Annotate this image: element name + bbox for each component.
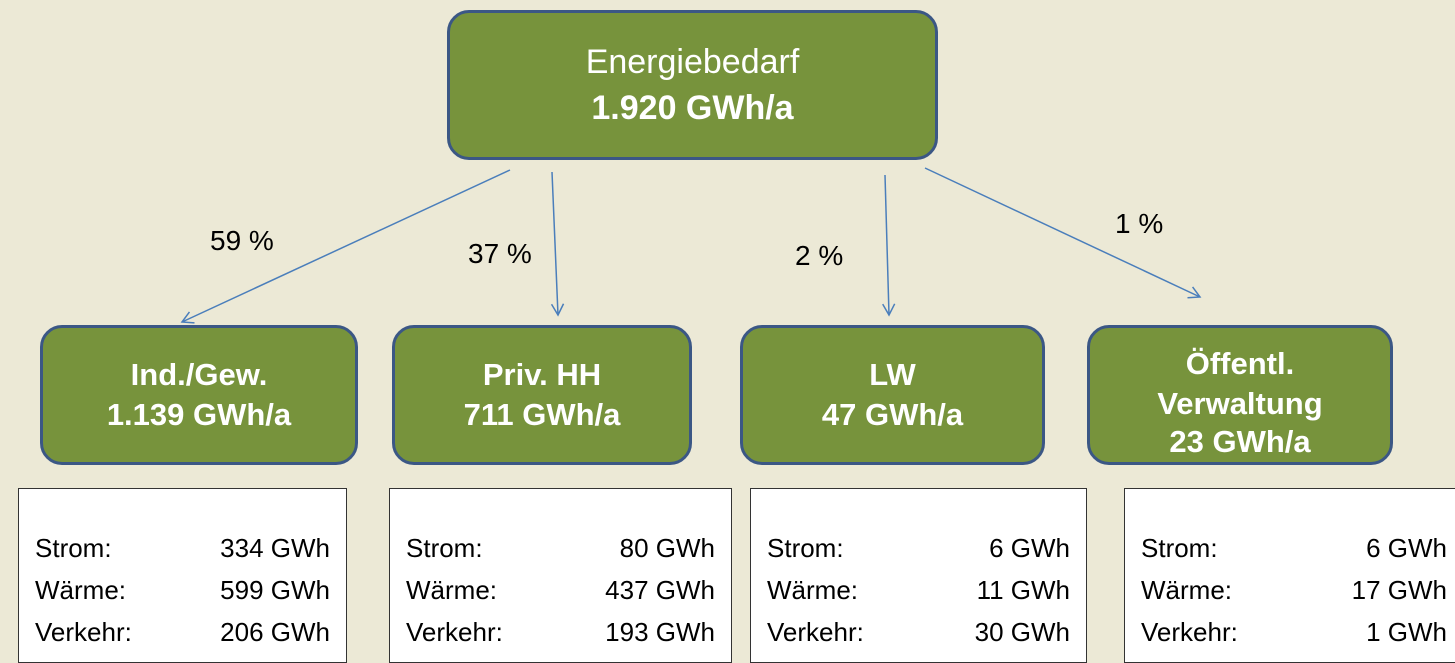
detail-label: Strom:: [767, 533, 844, 563]
root-label: Energiebedarf: [585, 43, 800, 81]
detail-label: Verkehr:: [1141, 617, 1238, 647]
detail-label: Wärme:: [406, 575, 497, 605]
detail-label: Strom:: [406, 533, 483, 563]
branch-name: LW: [869, 357, 916, 392]
detail-box: Strom: 6 GWh Wärme: 17 GWh Verkehr: 1 GWh: [1124, 488, 1455, 663]
arrow: [924, 167, 1202, 299]
detail-value: 17 GWh: [1351, 575, 1447, 605]
detail-row: Strom: 6 GWh: [767, 527, 1070, 569]
share-label: 2 %: [795, 240, 844, 271]
detail-label: Verkehr:: [406, 617, 503, 647]
branch-node: Ind./Gew. 1.139 GWh/a: [40, 325, 358, 465]
detail-label: Verkehr:: [767, 617, 864, 647]
detail-label: Wärme:: [35, 575, 126, 605]
detail-row: Strom: 334 GWh: [35, 527, 330, 569]
detail-box: Strom: 334 GWh Wärme: 599 GWh Verkehr: 206 GW…: [18, 488, 347, 663]
detail-value: 30 GWh: [974, 617, 1070, 647]
branch-value: 1.139 GWh/a: [106, 397, 292, 432]
detail-value: 334 GWh: [220, 533, 330, 563]
detail-value: 193 GWh: [605, 617, 715, 647]
detail-row: Verkehr: 206 GWh: [35, 611, 330, 653]
detail-value: 11 GWh: [976, 575, 1070, 605]
detail-row: Wärme: 599 GWh: [35, 569, 330, 611]
branch-node: LW 47 GWh/a: [740, 325, 1045, 465]
detail-label: Wärme:: [1141, 575, 1232, 605]
branch-name: Priv. HH: [482, 357, 602, 392]
branch-value: 23 GWh/a: [1169, 424, 1311, 459]
branch-value: 47 GWh/a: [821, 397, 964, 432]
branch-name: Öffentl. Verwaltung: [1157, 346, 1323, 421]
share-label: 37 %: [468, 238, 532, 269]
branch-value: 711 GWh/a: [463, 397, 621, 432]
detail-row: Verkehr: 30 GWh: [767, 611, 1070, 653]
share-label: 59 %: [210, 225, 274, 256]
branch-name: Ind./Gew.: [130, 357, 268, 392]
detail-value: 206 GWh: [220, 617, 330, 647]
detail-value: 80 GWh: [619, 533, 715, 563]
detail-label: Verkehr:: [35, 617, 132, 647]
root-value: 1.920 GWh/a: [591, 89, 794, 127]
detail-label: Strom:: [35, 533, 112, 563]
detail-value: 6 GWh: [1366, 533, 1447, 563]
detail-row: Wärme: 437 GWh: [406, 569, 715, 611]
share-label: 1 %: [1115, 208, 1164, 239]
detail-row: Verkehr: 193 GWh: [406, 611, 715, 653]
detail-value: 599 GWh: [220, 575, 330, 605]
branch-node: Priv. HH 711 GWh/a: [392, 325, 692, 465]
detail-row: Strom: 6 GWh: [1141, 527, 1447, 569]
detail-label: Strom:: [1141, 533, 1218, 563]
detail-value: 1 GWh: [1366, 617, 1447, 647]
root-node: Energiebedarf 1.920 GWh/a: [447, 10, 938, 160]
branch-node: Öffentl. Verwaltung 23 GWh/a: [1087, 325, 1393, 465]
detail-row: Strom: 80 GWh: [406, 527, 715, 569]
detail-box: Strom: 6 GWh Wärme: 11 GWh Verkehr: 30 GWh: [750, 488, 1087, 663]
detail-row: Wärme: 17 GWh: [1141, 569, 1447, 611]
detail-box: Strom: 80 GWh Wärme: 437 GWh Verkehr: 193 GWh: [389, 488, 732, 663]
detail-row: Verkehr: 1 GWh: [1141, 611, 1447, 653]
arrow: [882, 174, 896, 317]
detail-value: 437 GWh: [605, 575, 715, 605]
detail-row: Wärme: 11 GWh: [767, 569, 1070, 611]
detail-label: Wärme:: [767, 575, 858, 605]
arrow: [180, 169, 511, 324]
arrow: [550, 171, 565, 317]
detail-value: 6 GWh: [989, 533, 1070, 563]
